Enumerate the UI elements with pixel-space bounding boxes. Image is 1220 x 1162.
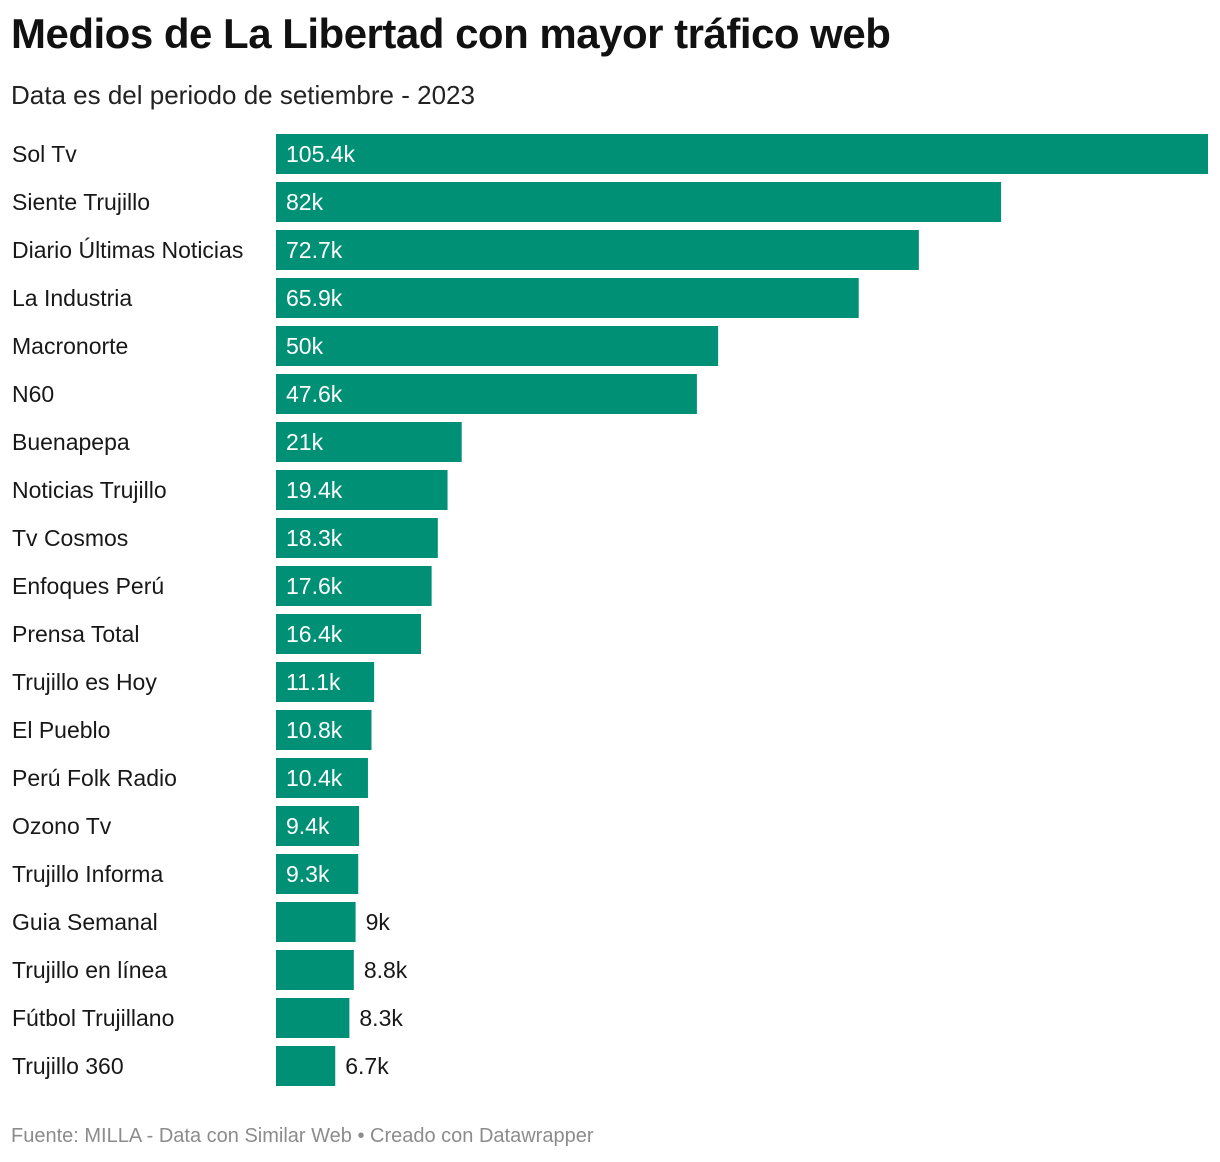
bar-row: Sol Tv 105.4k	[12, 134, 1208, 174]
bar	[276, 134, 1208, 174]
bar-row: Siente Trujillo 82k	[12, 182, 1002, 222]
bar	[276, 230, 919, 270]
bar-row: Trujillo es Hoy 11.1k	[12, 662, 375, 702]
bar	[276, 470, 448, 510]
footer-source: Fuente: MILLA - Data con Similar Web	[11, 1125, 352, 1147]
bar	[276, 950, 354, 990]
value-label: 17.6k	[286, 573, 343, 599]
category-label: Trujillo Informa	[12, 861, 163, 887]
chart-footer: Fuente: MILLA - Data con Similar Web • C…	[11, 1125, 594, 1148]
bar-row: Trujillo en línea 8.8k	[12, 950, 408, 990]
chart-subtitle: Data es del periodo de setiembre - 2023	[11, 80, 475, 110]
bar-row: El Pueblo 10.8k	[12, 710, 372, 750]
bar	[276, 422, 462, 462]
bar	[276, 182, 1002, 222]
category-label: Prensa Total	[12, 621, 139, 647]
bar	[276, 710, 372, 750]
category-label: El Pueblo	[12, 717, 110, 743]
bar-row: Enfoques Perú 17.6k	[12, 566, 432, 606]
footer-separator: •	[357, 1125, 365, 1147]
value-label: 105.4k	[286, 141, 356, 167]
bar-row: La Industria 65.9k	[12, 278, 859, 318]
bar-row: Tv Cosmos 18.3k	[12, 518, 438, 558]
value-label: 19.4k	[286, 477, 343, 503]
bar-chart: Sol Tv 105.4k Siente Trujillo 82k Diario Últ…	[12, 134, 1208, 1086]
value-label: 72.7k	[286, 237, 343, 263]
bar	[276, 374, 697, 414]
value-label: 65.9k	[286, 285, 343, 311]
bar-row: N60 47.6k	[12, 374, 697, 414]
chart-title: Medios de La Libertad con mayor tráfico …	[11, 10, 891, 57]
category-label: Trujillo es Hoy	[12, 669, 157, 695]
category-label: Ozono Tv	[12, 813, 112, 839]
bar	[276, 662, 375, 702]
value-label: 6.7k	[345, 1053, 389, 1079]
bar	[276, 1046, 336, 1086]
footer-credit: Creado con Datawrapper	[370, 1125, 594, 1147]
value-label: 16.4k	[286, 621, 343, 647]
value-label: 11.1k	[286, 669, 341, 695]
category-label: Trujillo en línea	[12, 957, 167, 983]
category-label: La Industria	[12, 285, 132, 311]
category-label: Fútbol Trujillano	[12, 1005, 174, 1031]
bar	[276, 758, 368, 798]
bar	[276, 566, 432, 606]
value-label: 21k	[286, 429, 324, 455]
bar-row: Trujillo Informa 9.3k	[12, 854, 359, 894]
bar-row: Guia Semanal 9k	[12, 902, 390, 942]
value-label: 50k	[286, 333, 324, 359]
category-label: N60	[12, 381, 54, 407]
value-label: 9.4k	[286, 813, 330, 839]
bar-row: Ozono Tv 9.4k	[12, 806, 360, 846]
bar	[276, 854, 359, 894]
value-label: 82k	[286, 189, 324, 215]
value-label: 18.3k	[286, 525, 343, 551]
category-label: Diario Últimas Noticias	[12, 237, 243, 263]
value-label: 9.3k	[286, 861, 330, 887]
value-label: 47.6k	[286, 381, 343, 407]
category-label: Enfoques Perú	[12, 573, 164, 599]
bar	[276, 278, 859, 318]
value-label: 10.8k	[286, 717, 343, 743]
category-label: Tv Cosmos	[12, 525, 128, 551]
value-label: 8.3k	[359, 1005, 403, 1031]
bar-row: Buenapepa 21k	[12, 422, 462, 462]
value-label: 8.8k	[364, 957, 408, 983]
bar	[276, 326, 719, 366]
bar-row: Macronorte 50k	[12, 326, 719, 366]
bar	[276, 614, 422, 654]
bar-row: Prensa Total 16.4k	[12, 614, 422, 654]
category-label: Guia Semanal	[12, 909, 158, 935]
bar-row: Diario Últimas Noticias 72.7k	[12, 230, 919, 270]
category-label: Noticias Trujillo	[12, 477, 167, 503]
bar-row: Noticias Trujillo 19.4k	[12, 470, 448, 510]
category-label: Perú Folk Radio	[12, 765, 177, 791]
bar	[276, 518, 438, 558]
category-label: Siente Trujillo	[12, 189, 150, 215]
value-label: 10.4k	[286, 765, 343, 791]
category-label: Macronorte	[12, 333, 128, 359]
bar	[276, 806, 360, 846]
bar-row: Fútbol Trujillano 8.3k	[12, 998, 403, 1038]
category-label: Buenapepa	[12, 429, 130, 455]
bar	[276, 998, 350, 1038]
bar-row: Perú Folk Radio 10.4k	[12, 758, 368, 798]
category-label: Sol Tv	[12, 141, 77, 167]
bar	[276, 902, 356, 942]
bar-row: Trujillo 360 6.7k	[12, 1046, 389, 1086]
value-label: 9k	[366, 909, 391, 935]
category-label: Trujillo 360	[12, 1053, 124, 1079]
